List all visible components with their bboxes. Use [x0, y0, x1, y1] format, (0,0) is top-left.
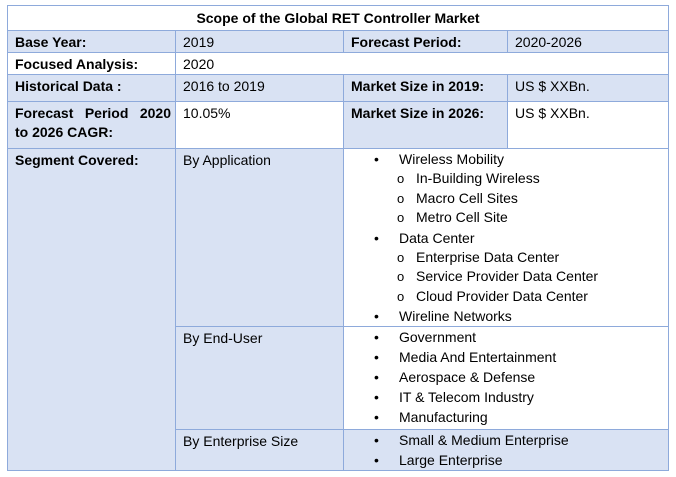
list-item-label: Government: [399, 329, 477, 345]
bullet-circle-icon: o: [397, 269, 405, 284]
list-item-label: Aerospace & Defense: [399, 369, 536, 385]
bullet-dot-icon: •: [374, 229, 379, 246]
bullet-dot-icon: •: [374, 349, 379, 365]
focused-analysis-row: Focused Analysis: 2020: [7, 52, 670, 75]
market-size-2026-value: US $ XXBn.: [506, 101, 670, 149]
sub-list-item: o Service Provider Data Center: [344, 267, 668, 287]
list-item: • Large Enterprise: [344, 450, 668, 470]
sub-list-item: o Enterprise Data Center: [344, 248, 668, 268]
segment-end-user-row: By End-User • Government • Media And Entert…: [7, 326, 670, 430]
focused-analysis-label: Focused Analysis:: [7, 52, 176, 75]
list-item-label: Wireline Networks: [399, 308, 512, 324]
bullet-dot-icon: •: [374, 151, 379, 167]
bullet-dot-icon: •: [374, 452, 379, 468]
list-item: • Data Center o Enterprise Data Center o Serv…: [344, 228, 668, 307]
market-scope-table: Scope of the Global RET Controller Marke…: [6, 5, 670, 471]
by-application-label: By Application: [175, 148, 344, 327]
sub-list-item-label: In-Building Wireless: [416, 170, 540, 186]
list-item-label: Small & Medium Enterprise: [399, 432, 569, 448]
sub-list-item: o Cloud Provider Data Center: [344, 287, 668, 307]
historical-data-row: Historical Data : 2016 to 2019 Market Si…: [7, 74, 670, 102]
sub-list-item: o Metro Cell Site: [344, 208, 668, 228]
historical-data-value: 2016 to 2019: [175, 74, 344, 102]
by-end-user-list: • Government • Media And Entertainment • Aero…: [344, 327, 668, 427]
list-item: • IT & Telecom Industry: [344, 387, 668, 407]
bullet-circle-icon: o: [397, 190, 405, 206]
by-enterprise-size-list-cell: • Small & Medium Enterprise • Large Enterpr…: [342, 429, 670, 471]
list-item-label: Media And Entertainment: [399, 349, 557, 365]
by-end-user-label: By End-User: [175, 326, 344, 430]
sub-list-item-label: Metro Cell Site: [416, 209, 508, 225]
list-item: • Government: [344, 327, 668, 347]
title-row: Scope of the Global RET Controller Marke…: [6, 5, 670, 31]
cagr-label-line2: to 2026 CAGR:: [15, 124, 114, 140]
bullet-dot-icon: •: [374, 308, 379, 324]
forecast-period-label: Forecast Period:: [343, 30, 508, 53]
cagr-label: Forecast Period 2020 to 2026 CAGR:: [7, 101, 176, 149]
list-item-label: Data Center: [399, 229, 475, 246]
list-item: • Wireline Networks: [344, 306, 668, 326]
sub-list-item-label: Cloud Provider Data Center: [416, 287, 588, 304]
list-item: • Aerospace & Defense: [344, 367, 668, 387]
list-item-label: Manufacturing: [399, 409, 488, 425]
market-size-2019-label: Market Size in 2019:: [343, 74, 508, 102]
cagr-value: 10.05%: [175, 101, 344, 149]
list-item-label: Wireless Mobility: [399, 151, 505, 167]
list-item-label: IT & Telecom Industry: [399, 389, 534, 405]
by-enterprise-size-list: • Small & Medium Enterprise • Large Enterpr…: [344, 430, 668, 470]
historical-data-label: Historical Data :: [7, 74, 176, 102]
bullet-dot-icon: •: [374, 329, 379, 345]
list-item: • Media And Entertainment: [344, 347, 668, 367]
bullet-dot-icon: •: [374, 409, 379, 425]
sub-list-item: o Macro Cell Sites: [344, 189, 668, 209]
sub-list-item-label: Macro Cell Sites: [416, 189, 518, 206]
by-end-user-list-cell: • Government • Media And Entertainment • Aero…: [342, 326, 670, 430]
sub-list-item-label: Enterprise Data Center: [416, 248, 560, 265]
bullet-circle-icon: o: [397, 171, 405, 186]
forecast-period-value: 2020-2026: [506, 30, 670, 53]
sub-list: o In-Building Wireless o Macro Cell Sites o M…: [397, 169, 668, 228]
segment-covered-label: Segment Covered:: [7, 148, 176, 471]
by-application-list-cell: • Wireless Mobility o In-Building Wireless o…: [342, 148, 670, 327]
segment-application-row: Segment Covered: By Application • Wireles…: [7, 148, 670, 471]
by-enterprise-size-label: By Enterprise Size: [175, 429, 344, 471]
base-year-value: 2019: [175, 30, 344, 53]
bullet-dot-icon: •: [374, 369, 379, 385]
bullet-circle-icon: o: [397, 249, 405, 265]
market-size-2019-value: US $ XXBn.: [506, 74, 670, 102]
sub-list: o Enterprise Data Center o Service Provider…: [397, 248, 668, 307]
by-application-list: • Wireless Mobility o In-Building Wireless o…: [344, 149, 668, 326]
cagr-label-line1: Forecast Period 2020: [15, 105, 171, 121]
sub-list-item: o In-Building Wireless: [344, 169, 668, 189]
bullet-dot-icon: •: [374, 432, 379, 448]
bullet-circle-icon: o: [397, 288, 405, 304]
list-item-label: Large Enterprise: [399, 452, 503, 468]
list-item: • Wireless Mobility o In-Building Wireless o…: [344, 149, 668, 228]
bullet-dot-icon: •: [374, 389, 379, 405]
list-item: • Small & Medium Enterprise: [344, 430, 668, 450]
table-title: Scope of the Global RET Controller Marke…: [6, 5, 670, 31]
sub-list-item-label: Service Provider Data Center: [416, 268, 599, 284]
base-year-row: Base Year: 2019 Forecast Period: 2020-20…: [7, 30, 670, 53]
list-item: • Manufacturing: [344, 407, 668, 427]
cagr-row: Forecast Period 2020 to 2026 CAGR: 10.05%…: [7, 101, 670, 149]
bullet-circle-icon: o: [397, 210, 405, 225]
market-size-2026-label: Market Size in 2026:: [343, 101, 508, 149]
base-year-label: Base Year:: [7, 30, 176, 53]
focused-analysis-value: 2020: [174, 52, 670, 75]
